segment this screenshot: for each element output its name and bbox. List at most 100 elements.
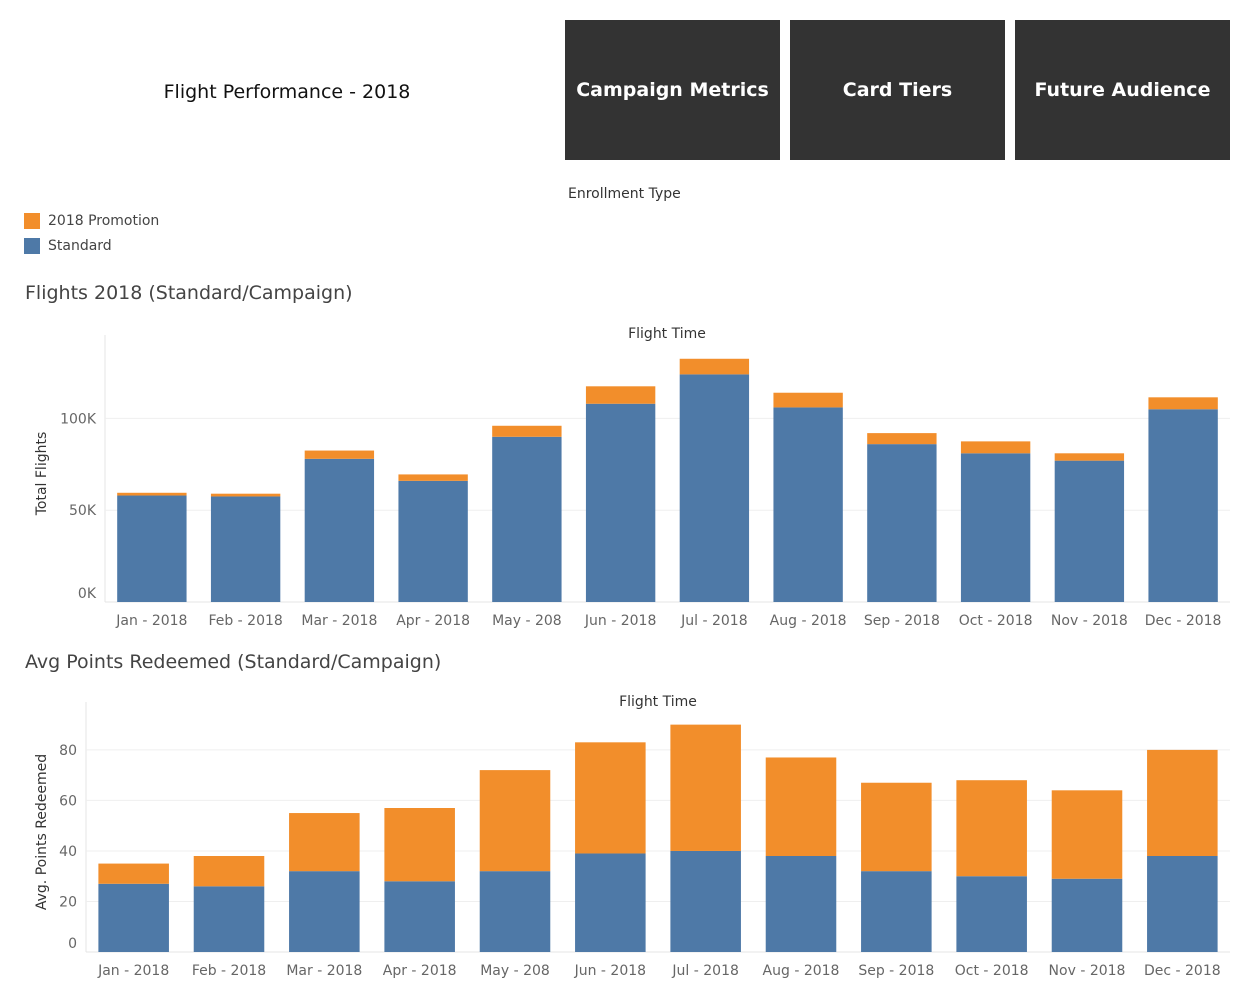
points-bar-promotion[interactable] [193,856,265,887]
points-bar-standard[interactable] [575,853,646,952]
flights-x-tick-label: Sep - 2018 [864,613,940,629]
points-bar-standard[interactable] [98,883,169,952]
legend-item-promotion[interactable]: 2018 Promotion [24,208,159,233]
flights-bar-promotion[interactable] [1148,397,1218,410]
points-x-tick-label: Dec - 2018 [1144,963,1221,979]
points-bar-standard[interactable] [1051,878,1123,952]
points-x-axis-title: Flight Time [619,694,697,710]
flights-bar-standard[interactable] [1054,460,1125,602]
flights-bar-promotion[interactable] [492,425,562,437]
flights-bar-standard[interactable] [398,480,468,602]
flights-x-tick-label: Apr - 2018 [396,613,470,629]
flights-bar-promotion[interactable] [117,492,187,496]
flights-bar-promotion[interactable] [867,433,937,445]
points-x-tick-label: Apr - 2018 [383,963,457,979]
flights-x-tick-label: Jul - 2018 [680,613,747,629]
flights-bar-standard[interactable] [117,495,187,602]
flights-bar-promotion[interactable] [679,358,750,375]
dashboard-title: Flight Performance - 2018 [163,81,411,103]
flights-y-tick-label: 0K [78,586,97,602]
points-bar-standard[interactable] [479,871,551,952]
flights-bar-promotion[interactable] [398,474,468,481]
flights-bar-promotion[interactable] [773,392,843,408]
points-x-tick-label: Jun - 2018 [574,963,646,979]
points-bar-standard[interactable] [384,881,455,952]
points-bar-standard[interactable] [1147,856,1218,952]
flights-bar-standard[interactable] [867,444,937,602]
points-bar-promotion[interactable] [861,782,932,872]
points-bar-promotion[interactable] [1147,749,1218,856]
flights-y-tick-label: 100K [60,411,97,427]
flights-bar-standard[interactable] [1148,409,1218,602]
campaign-metrics-button[interactable]: Campaign Metrics [565,20,780,160]
points-x-tick-label: Jul - 2018 [671,963,738,979]
points-y-tick-label: 40 [59,844,77,860]
flights-bar-promotion[interactable] [960,441,1031,454]
flights-x-tick-label: Mar - 2018 [301,613,377,629]
points-x-tick-label: Sep - 2018 [858,963,934,979]
points-y-tick-label: 80 [59,743,77,759]
points-bar-standard[interactable] [956,876,1027,952]
points-y-tick-label: 60 [59,793,77,809]
flights-x-tick-label: May - 208 [492,613,562,629]
flights-x-axis-title: Flight Time [628,326,706,342]
points-bar-promotion[interactable] [1051,790,1123,879]
flights-bar-promotion[interactable] [304,450,375,459]
points-bar-standard[interactable] [193,886,265,952]
legend-swatch-standard [24,237,40,254]
points-chart-title: Avg Points Redeemed (Standard/Campaign) [25,651,442,673]
points-bar-promotion[interactable] [765,757,837,856]
card-tiers-button[interactable]: Card Tiers [790,20,1005,160]
points-bar-promotion[interactable] [479,770,551,872]
points-bar-standard[interactable] [861,871,932,952]
flights-bar-promotion[interactable] [585,386,656,404]
flights-bar-standard[interactable] [492,436,562,602]
points-y-axis-title: Avg. Points Redeemed [34,754,50,910]
flights-x-tick-label: Jan - 2018 [115,613,187,629]
points-bar-promotion[interactable] [384,808,455,882]
legend-item-standard[interactable]: Standard [24,233,159,258]
legend-label-promotion: 2018 Promotion [48,212,160,229]
flights-y-tick-label: 50K [69,503,97,519]
points-x-tick-label: Aug - 2018 [763,963,840,979]
flights-x-tick-label: Dec - 2018 [1145,613,1222,629]
flights-bar-standard[interactable] [585,403,656,602]
flights-x-tick-label: Aug - 2018 [770,613,847,629]
legend-swatch-promotion [24,212,40,229]
flights-bar-promotion[interactable] [210,493,281,497]
points-x-tick-label: Nov - 2018 [1049,963,1126,979]
points-bar-standard[interactable] [670,850,741,952]
points-x-tick-label: Oct - 2018 [955,963,1029,979]
flights-x-tick-label: Oct - 2018 [959,613,1033,629]
points-x-tick-label: Feb - 2018 [192,963,266,979]
flights-x-tick-label: Nov - 2018 [1051,613,1128,629]
flights-bar-promotion[interactable] [1054,453,1125,461]
points-y-tick-label: 20 [59,894,77,910]
flights-bar-standard[interactable] [304,458,375,602]
flights-y-axis-title: Total Flights [34,432,50,517]
legend-title: Enrollment Type [568,186,681,202]
points-bar-standard[interactable] [289,871,360,952]
points-bar-promotion[interactable] [575,742,646,854]
legend: 2018 Promotion Standard [24,208,159,258]
flights-chart-title: Flights 2018 (Standard/Campaign) [25,282,353,304]
points-x-tick-label: Jan - 2018 [97,963,169,979]
points-bar-promotion[interactable] [98,863,169,884]
flights-x-tick-label: Feb - 2018 [208,613,282,629]
points-bar-standard[interactable] [765,856,837,952]
flights-bar-standard[interactable] [960,453,1031,602]
points-x-tick-label: May - 208 [480,963,550,979]
flights-bar-standard[interactable] [773,407,843,602]
points-bar-promotion[interactable] [956,780,1027,877]
points-y-tick-label: 0 [68,936,77,952]
future-audience-button[interactable]: Future Audience [1015,20,1230,160]
legend-label-standard: Standard [48,237,112,254]
points-x-tick-label: Mar - 2018 [286,963,362,979]
flights-bar-standard[interactable] [210,496,281,602]
flights-bar-standard[interactable] [679,374,750,602]
points-bar-promotion[interactable] [289,813,360,872]
flights-x-tick-label: Jun - 2018 [584,613,656,629]
points-bar-promotion[interactable] [670,724,741,851]
